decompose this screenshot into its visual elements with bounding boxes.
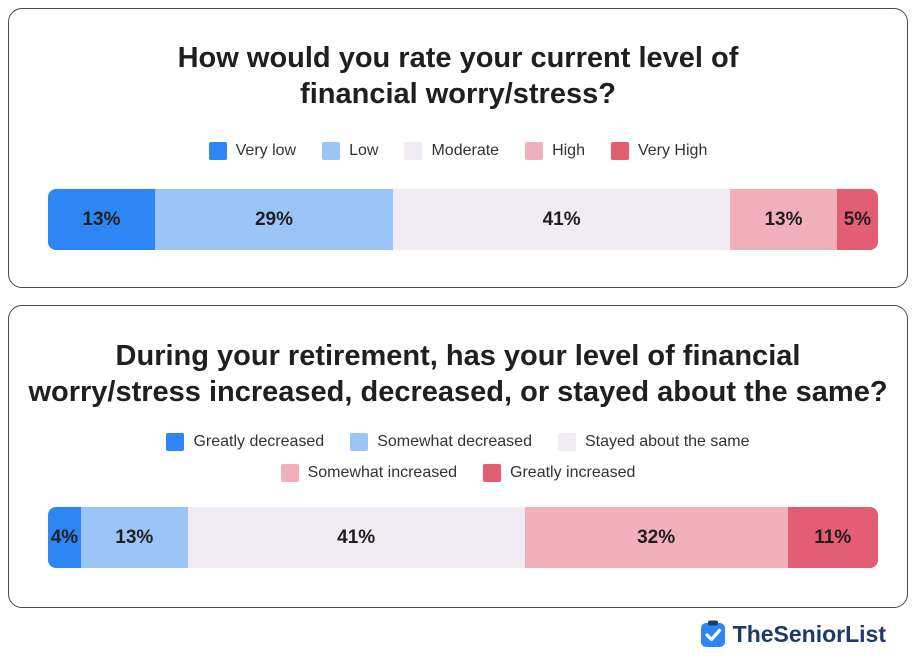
legend-label: Stayed about the same: [584, 432, 750, 450]
chart-legend: Greatly decreased Somewhat decreased Sta…: [9, 426, 907, 488]
chart-card-1: How would you rate your current level of…: [8, 8, 908, 288]
legend-row: Somewhat increased Greatly increased: [9, 457, 907, 488]
legend-swatch: [610, 141, 629, 160]
legend-swatch: [208, 141, 227, 160]
legend-item-low: Low: [322, 141, 379, 160]
legend-label: Very High: [637, 141, 708, 159]
data-label: 4%: [50, 526, 79, 548]
legend-item-greatly-increased: Greatly increased: [483, 463, 636, 482]
data-label: 13%: [115, 526, 154, 548]
legend-item-stayed-same: Stayed about the same: [557, 432, 750, 451]
legend-row: Very low Low Moderate High Very High: [9, 135, 907, 166]
chart-title: How would you rate your current level of…: [177, 42, 739, 110]
bar-segment-moderate: 41%: [393, 189, 731, 250]
data-label: 13%: [82, 208, 121, 230]
legend-swatch: [404, 141, 423, 160]
legend-item-moderate: Moderate: [404, 141, 500, 160]
data-label: 41%: [542, 208, 581, 230]
bar-segment-greatly-increased: 11%: [787, 507, 878, 568]
brand-logo: TheSeniorList: [700, 620, 886, 648]
data-label: 41%: [337, 526, 376, 548]
legend-item-high: High: [525, 141, 585, 160]
legend-row: Greatly decreased Somewhat decreased Sta…: [9, 426, 907, 457]
bar-segment-stayed-about-the-same: 41%: [187, 507, 525, 568]
legend-swatch: [166, 432, 185, 451]
legend-label: Moderate: [431, 141, 500, 159]
bar-segment-very-high: 5%: [836, 189, 878, 250]
bar-segment-greatly-decreased: 4%: [48, 507, 81, 568]
legend-item-somewhat-decreased: Somewhat decreased: [350, 432, 532, 451]
legend-label: Very low: [235, 141, 297, 159]
legend-item-greatly-decreased: Greatly decreased: [166, 432, 325, 451]
chart-title: During your retirement, has your level o…: [28, 340, 888, 408]
data-label: 29%: [254, 208, 293, 230]
data-label: 5%: [843, 208, 872, 230]
bar-segment-very-low: 13%: [48, 189, 155, 250]
data-label: 13%: [764, 208, 803, 230]
data-label: 32%: [637, 526, 676, 548]
legend-swatch: [280, 463, 299, 482]
bar-segment-high: 13%: [730, 189, 837, 250]
legend-label: High: [552, 141, 585, 159]
legend-swatch: [525, 141, 544, 160]
legend-swatch: [350, 432, 369, 451]
bar-segment-low: 29%: [154, 189, 394, 250]
legend-label: Low: [349, 141, 379, 159]
stacked-bar: 4% 13% 41% 32% 11%: [48, 507, 878, 568]
chart-legend: Very low Low Moderate High Very High: [9, 135, 907, 166]
stacked-bar: 13% 29% 41% 13% 5%: [48, 189, 878, 250]
brand-name: TheSeniorList: [732, 620, 886, 647]
legend-label: Somewhat increased: [307, 463, 458, 481]
legend-swatch: [557, 432, 576, 451]
legend-item-somewhat-increased: Somewhat increased: [280, 463, 458, 482]
legend-swatch: [322, 141, 341, 160]
legend-label: Greatly decreased: [193, 432, 325, 450]
legend-item-very-low: Very low: [208, 141, 297, 160]
legend-swatch: [483, 463, 502, 482]
data-label: 11%: [814, 526, 852, 548]
bar-segment-somewhat-decreased: 13%: [80, 507, 188, 568]
legend-label: Somewhat decreased: [377, 432, 532, 450]
legend-item-very-high: Very High: [610, 141, 708, 160]
chart-card-2: During your retirement, has your level o…: [8, 305, 908, 608]
checkmark-clipboard-icon: [700, 620, 725, 647]
legend-label: Greatly increased: [510, 463, 636, 481]
bar-segment-somewhat-increased: 32%: [524, 507, 788, 568]
